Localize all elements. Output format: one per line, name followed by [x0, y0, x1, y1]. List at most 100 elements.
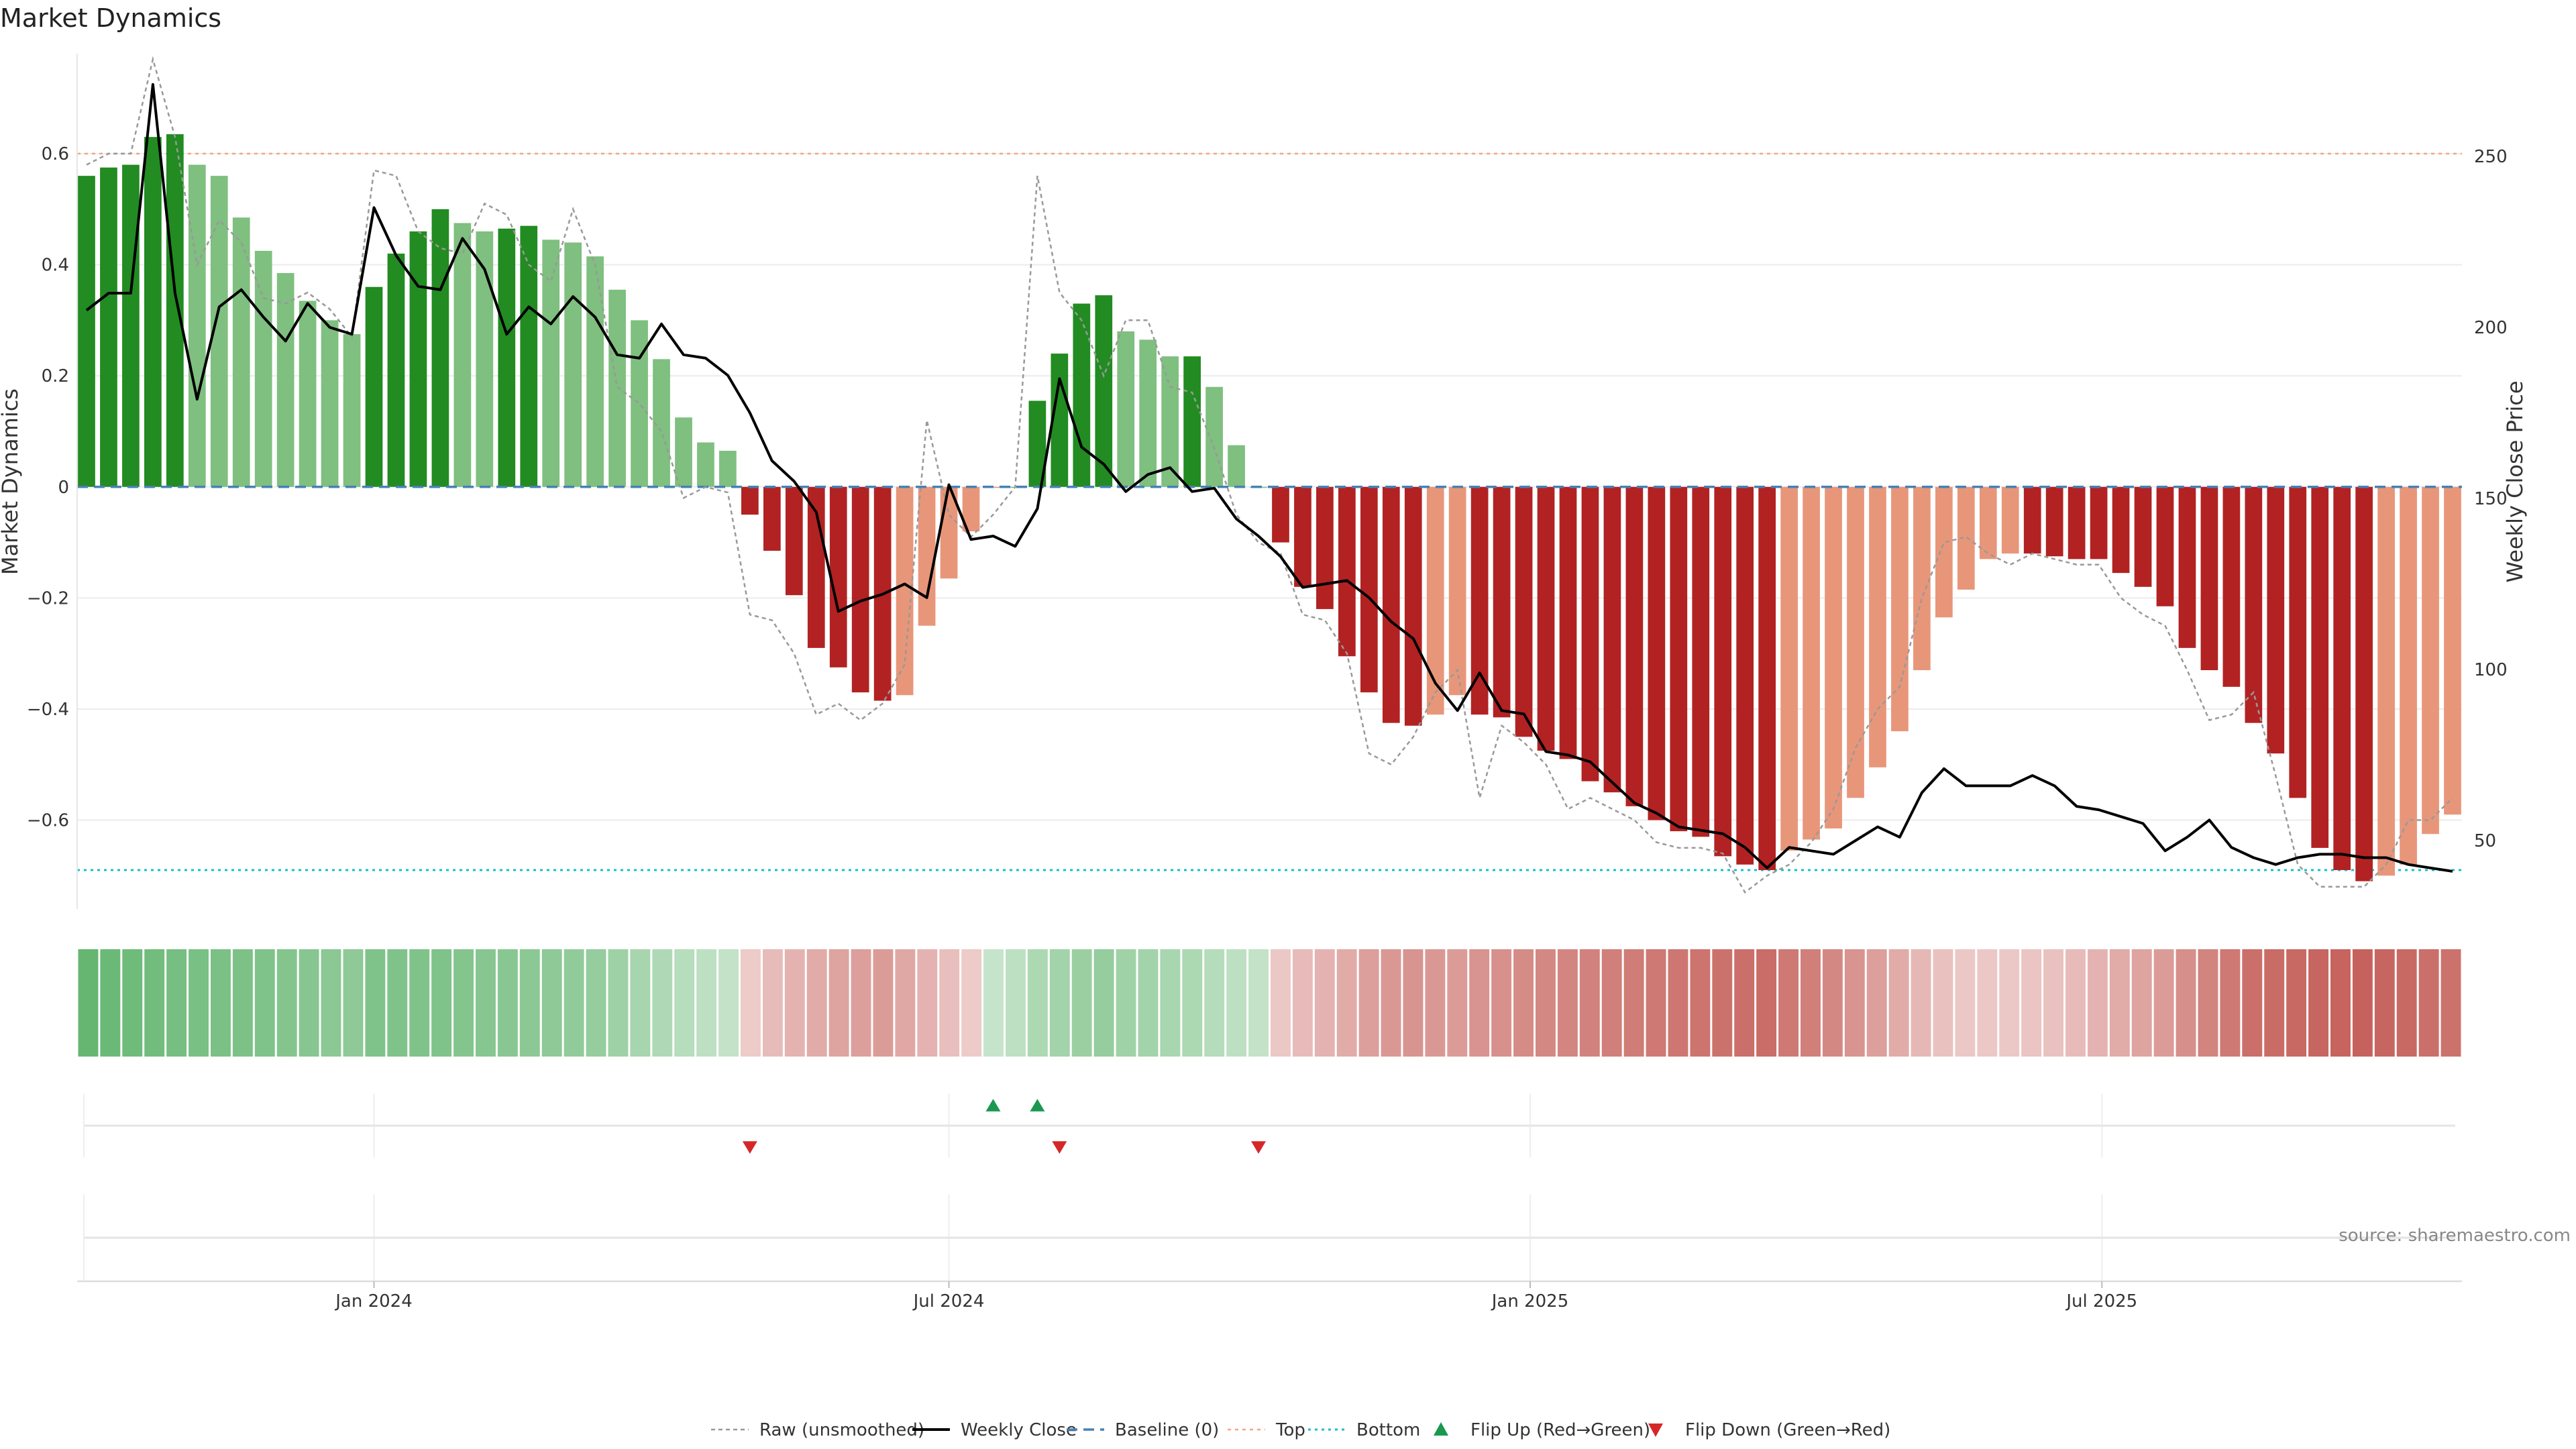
market-dynamics-bar: [2001, 486, 2019, 554]
regime-strip-cell: [564, 949, 584, 1057]
market-dynamics-bar: [2023, 486, 2041, 554]
regime-strip-cell: [1425, 949, 1446, 1057]
regime-strip-cell: [1822, 949, 1843, 1057]
regime-strip-cell: [2396, 949, 2417, 1057]
regime-strip-cell: [276, 949, 297, 1057]
market-dynamics-bar: [1537, 486, 1555, 751]
market-dynamics-bar: [2311, 486, 2329, 848]
regime-strip-cell: [100, 949, 121, 1057]
regime-strip-cell: [1778, 949, 1799, 1057]
regime-strip-cell: [254, 949, 275, 1057]
market-dynamics-bar: [1625, 486, 1644, 806]
regime-strip-cell: [1204, 949, 1225, 1057]
market-dynamics-bar: [675, 417, 692, 487]
market-dynamics-bar: [1935, 486, 1953, 618]
market-dynamics-bar: [2045, 486, 2063, 557]
market-dynamics-bar: [2112, 486, 2130, 574]
regime-strip-cell: [2440, 949, 2461, 1057]
market-dynamics-bar: [2222, 486, 2241, 687]
flip-up-marker: [985, 1099, 1001, 1112]
legend-swatch-flip-down: [1648, 1424, 1663, 1437]
y2-tick-label: 250: [2474, 147, 2508, 167]
market-dynamics-bar: [2333, 486, 2351, 871]
regime-strip-cell: [1734, 949, 1755, 1057]
market-dynamics-bar: [1360, 486, 1378, 693]
regime-strip-cell: [409, 949, 430, 1057]
regime-strip-cell: [1469, 949, 1490, 1057]
y-tick-label: 0: [58, 478, 69, 498]
regime-strip-cell: [1314, 949, 1335, 1057]
market-dynamics-bar: [498, 228, 516, 487]
regime-strip-cell: [2087, 949, 2108, 1057]
market-dynamics-bar: [166, 134, 184, 487]
regime-strip-cell: [961, 949, 982, 1057]
regime-strip-cell: [586, 949, 606, 1057]
regime-strip-cell: [1646, 949, 1666, 1057]
market-dynamics-bar: [2134, 486, 2152, 587]
market-dynamics-bar: [1714, 486, 1732, 857]
market-dynamics-bar: [1404, 486, 1422, 726]
market-dynamics-bar: [431, 209, 449, 487]
market-dynamics-bar: [1272, 486, 1289, 543]
legend-label: Flip Down (Green→Red): [1685, 1420, 1890, 1440]
regime-strip-cell: [1447, 949, 1468, 1057]
regime-strip-cell: [1866, 949, 1887, 1057]
regime-strip-cell: [122, 949, 143, 1057]
regime-strip-cell: [2418, 949, 2439, 1057]
regime-strip-cell: [1071, 949, 1092, 1057]
market-dynamics-bar: [365, 286, 383, 487]
market-dynamics-bar: [1670, 486, 1688, 832]
market-dynamics-bar: [2355, 486, 2373, 881]
market-dynamics-bar: [1183, 356, 1201, 487]
regime-strip-cell: [211, 949, 231, 1057]
weekly-close-line: [85, 83, 2453, 873]
market-dynamics-bar: [2200, 486, 2218, 670]
market-dynamics-bar: [144, 137, 162, 487]
market-dynamics-bar: [851, 486, 869, 693]
market-dynamics-bar: [2267, 486, 2285, 754]
regime-strip-cell: [1093, 949, 1114, 1057]
gridlines: [77, 153, 2462, 821]
regime-strip-cell: [851, 949, 871, 1057]
regime-strip-cell: [608, 949, 629, 1057]
market-dynamics-bar: [785, 486, 803, 596]
market-dynamics-bar: [1603, 486, 1621, 793]
legend-label: Raw (unsmoothed): [759, 1420, 924, 1440]
regime-strip-cell: [1911, 949, 1931, 1057]
regime-strip-cell: [519, 949, 540, 1057]
regime-strip-cell: [983, 949, 1004, 1057]
regime-strip-cell: [1933, 949, 1953, 1057]
regime-strip-cell: [78, 949, 99, 1057]
regime-strip-cell: [939, 949, 960, 1057]
regime-strip-cell: [674, 949, 695, 1057]
regime-strip-cell: [2220, 949, 2241, 1057]
regime-strip-cell: [1292, 949, 1313, 1057]
regime-strip-cell: [784, 949, 805, 1057]
legend-label: Baseline (0): [1115, 1420, 1219, 1440]
regime-strip-cell: [1623, 949, 1644, 1057]
market-dynamics-bar: [2068, 486, 2086, 559]
regime-strip-cell: [718, 949, 739, 1057]
flip-down-marker: [1052, 1141, 1067, 1154]
legend-item-close: Weekly Close: [912, 1420, 1077, 1440]
market-dynamics-bar: [343, 334, 361, 487]
x-tick-label: Jul 2025: [2065, 1291, 2137, 1311]
regime-strip-cell: [696, 949, 717, 1057]
market-dynamics-bar: [387, 254, 405, 487]
x-tick-label: Jan 2025: [1491, 1291, 1569, 1311]
bars-group: [78, 134, 2461, 881]
market-dynamics-bar: [1139, 339, 1157, 487]
market-dynamics-bar: [918, 486, 936, 626]
regime-strip-cell: [828, 949, 849, 1057]
regime-strip-cell: [453, 949, 474, 1057]
regime-strip-cell: [1999, 949, 2020, 1057]
market-dynamics-bar: [1559, 486, 1577, 759]
regime-strip-cell: [1226, 949, 1247, 1057]
regime-strip-cell: [431, 949, 452, 1057]
axes-group: −0.6 −0.4 −0.2 0 0.2 0.4 0.6 50 100 150 200 250: [27, 54, 2508, 909]
market-dynamics-bar: [1117, 331, 1135, 487]
regime-strip-cell: [189, 949, 209, 1057]
market-dynamics-bar: [188, 164, 206, 487]
regime-strip-cell: [2264, 949, 2285, 1057]
regime-strip-cell: [2308, 949, 2328, 1057]
